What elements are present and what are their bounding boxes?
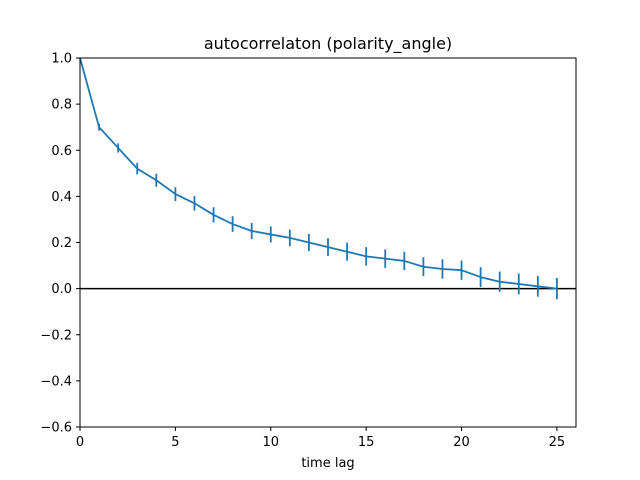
- y-tick-label: 0.6: [51, 144, 72, 159]
- y-tick-label: −0.4: [40, 374, 72, 389]
- y-tick-label: 0.2: [51, 236, 72, 251]
- y-tick-label: 0.0: [51, 282, 72, 297]
- x-tick-label: 15: [358, 435, 375, 450]
- x-tick-label: 10: [262, 435, 279, 450]
- x-axis-label: time lag: [301, 456, 354, 471]
- y-tick-label: 0.8: [51, 98, 72, 113]
- x-tick-label: 5: [171, 435, 179, 450]
- x-tick-label: 20: [453, 435, 470, 450]
- y-tick-label: 1.0: [51, 52, 72, 67]
- plot-area: 0 5 10 15 20 25 −0.6 −0.4 −0.2 0.0 0.2 0.4 0.6 0.8 1.0: [40, 52, 577, 450]
- x-tick-label: 0: [76, 435, 84, 450]
- x-tick-label: 25: [549, 435, 566, 450]
- y-tick-label: 0.4: [51, 190, 72, 205]
- y-tick-label: −0.6: [40, 421, 72, 436]
- chart-title: autocorrelaton (polarity_angle): [204, 34, 452, 54]
- y-tick-label: −0.2: [40, 328, 72, 343]
- series-line-0: [79, 57, 558, 290]
